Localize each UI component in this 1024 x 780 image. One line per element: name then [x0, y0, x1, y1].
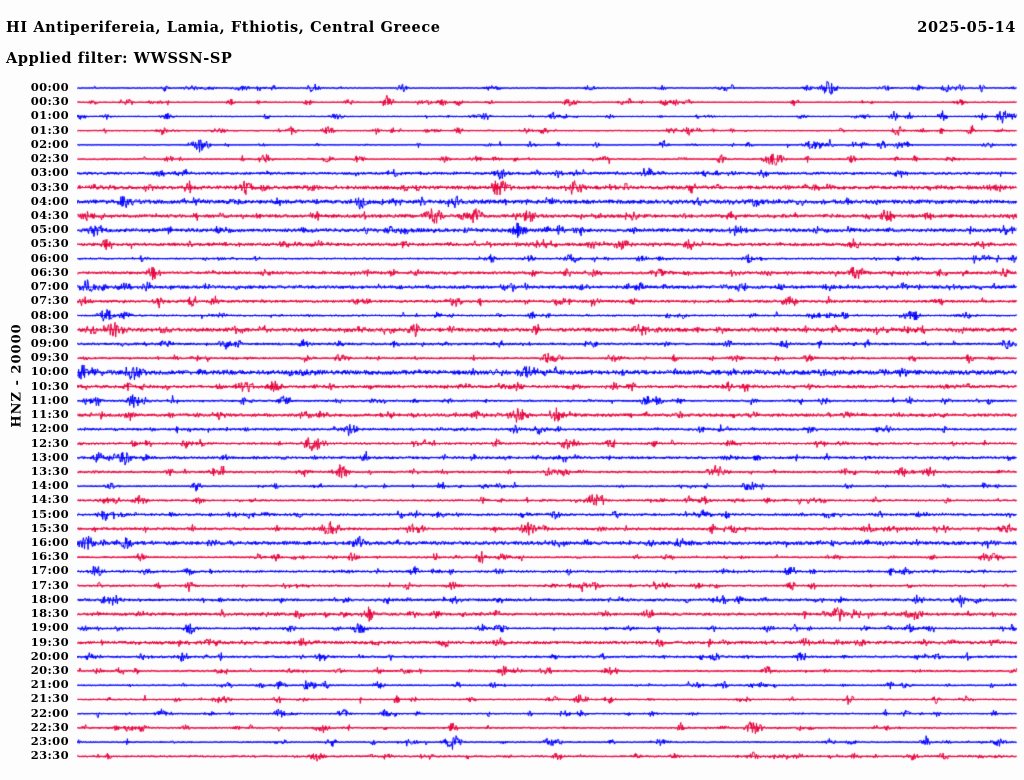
time-tick-label: 22:30: [30, 719, 69, 734]
time-tick-label: 00:00: [30, 80, 69, 94]
time-tick-label: 20:30: [30, 663, 69, 678]
time-tick-label: 23:00: [30, 734, 69, 749]
time-tick-label: 08:00: [30, 307, 69, 322]
time-tick-label: 05:30: [30, 236, 69, 251]
time-tick-label: 12:00: [30, 421, 69, 436]
time-tick-label: 10:30: [30, 378, 69, 393]
time-tick-label: 01:00: [30, 108, 69, 123]
time-tick-label: 20:00: [30, 648, 69, 663]
time-tick-label: 17:30: [30, 577, 69, 592]
time-tick-label: 02:30: [30, 151, 69, 166]
time-tick-label: 08:30: [30, 321, 69, 336]
time-tick-label: 03:30: [30, 179, 69, 194]
time-tick-label: 06:30: [30, 264, 69, 279]
time-tick-label: 16:00: [30, 535, 69, 550]
time-tick-label: 18:00: [30, 591, 69, 606]
time-tick-label: 22:00: [30, 705, 69, 720]
time-tick-label: 11:00: [30, 392, 69, 407]
page-title: HI Antiperifereia, Lamia, Fthiotis, Cent…: [6, 19, 441, 36]
time-tick-label: 09:00: [30, 335, 69, 350]
time-tick-label: 19:00: [30, 620, 69, 635]
time-tick-label: 07:30: [30, 293, 69, 308]
time-tick-label: 16:30: [30, 549, 69, 564]
time-tick-label: 00:30: [30, 94, 69, 109]
time-axis: 00:00 00:30 01:00 01:30 02:00 02:30 03:00 03:30…: [0, 78, 77, 780]
time-tick-label: 21:00: [30, 677, 69, 692]
time-tick-label: 15:00: [30, 506, 69, 521]
time-tick-label: 04:00: [30, 193, 69, 208]
time-tick-label: 14:00: [30, 478, 69, 493]
time-tick-label: 05:00: [30, 222, 69, 237]
time-tick-label: 04:30: [30, 207, 69, 222]
time-tick-label: 01:30: [30, 122, 69, 137]
time-tick-label: 15:30: [30, 520, 69, 535]
applied-filter-label: Applied filter: WWSSN-SP: [6, 50, 233, 67]
helicorder-plot: 00:00 00:30 01:00 01:30 02:00 02:30 03:00 03:30…: [0, 78, 1024, 780]
record-date: 2025-05-14: [917, 19, 1016, 36]
time-tick-label: 23:30: [30, 748, 69, 763]
seismogram-trace-canvas: [77, 78, 1024, 780]
time-tick-label: 07:00: [30, 279, 69, 294]
time-tick-label: 13:00: [30, 449, 69, 464]
time-tick-label: 18:30: [30, 606, 69, 621]
time-tick-label: 13:30: [30, 463, 69, 478]
header: HI Antiperifereia, Lamia, Fthiotis, Cent…: [0, 0, 1024, 78]
time-tick-label: 14:30: [30, 492, 69, 507]
time-tick-label: 21:30: [30, 691, 69, 706]
time-tick-label: 09:30: [30, 350, 69, 365]
time-tick-label: 10:00: [30, 364, 69, 379]
time-tick-label: 17:00: [30, 563, 69, 578]
time-tick-label: 03:00: [30, 165, 69, 180]
time-tick-label: 11:30: [30, 407, 69, 422]
time-tick-label: 02:00: [30, 136, 69, 151]
time-tick-label: 19:30: [30, 634, 69, 649]
time-tick-label: 12:30: [30, 435, 69, 450]
time-tick-label: 06:00: [30, 250, 69, 265]
